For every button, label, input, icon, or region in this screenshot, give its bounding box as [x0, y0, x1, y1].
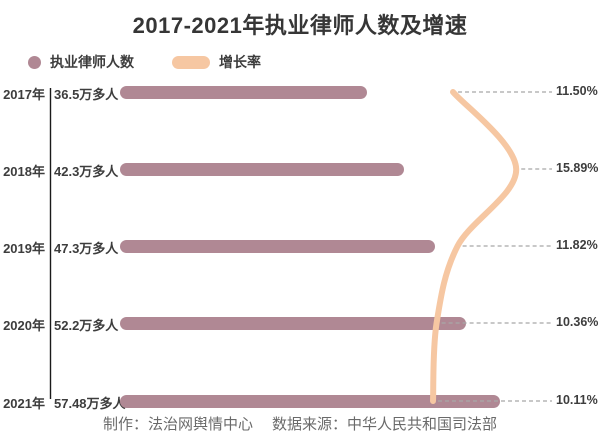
legend: 执业律师人数 增长率: [28, 52, 261, 72]
lawyer-count-bar[interactable]: [120, 394, 500, 408]
lawyer-count-bar[interactable]: [120, 316, 467, 330]
legend-label-lawyer-count: 执业律师人数: [50, 54, 134, 70]
growth-rate-label: 10.11%: [556, 393, 598, 407]
category-label-2021年: 2021年: [3, 396, 45, 411]
category-label-2019年: 2019年: [3, 241, 45, 256]
bar-value-label: 36.5万多人: [54, 87, 119, 102]
footer-maker-credit: 制作：法治网舆情中心: [102, 416, 253, 433]
growth-rate-label: 15.89%: [556, 161, 599, 175]
category-label-2020年: 2020年: [3, 318, 45, 333]
lawyer-count-bar[interactable]: [120, 239, 436, 253]
category-label-2017年: 2017年: [3, 87, 45, 102]
growth-rate-curve[interactable]: [430, 89, 520, 404]
growth-rate-label: 11.50%: [556, 84, 598, 98]
lawyer-count-bar[interactable]: [120, 85, 367, 99]
bar-value-label: 57.48万多人: [54, 396, 126, 411]
category-label-2018年: 2018年: [3, 164, 45, 179]
chart-title: 2017-2021年执业律师人数及增速: [132, 13, 468, 38]
footer-data-source: 数据来源：中华人民共和国司法部: [272, 416, 498, 433]
growth-rate-label: 11.82%: [556, 238, 598, 252]
chart-footer: 制作：法治网舆情中心 数据来源：中华人民共和国司法部: [0, 413, 600, 434]
growth-rate-label: 10.36%: [556, 315, 599, 329]
line-series-marker-icon: [172, 55, 210, 69]
legend-label-growth-rate: 增长率: [219, 54, 261, 70]
lawyer-count-bar[interactable]: [120, 162, 404, 176]
legend-item-lawyer-count[interactable]: 执业律师人数: [28, 52, 134, 72]
bar-value-label: 52.2万多人: [54, 318, 119, 333]
bar-value-label: 42.3万多人: [54, 164, 119, 179]
bar-value-label: 47.3万多人: [54, 241, 119, 256]
bar-series-marker-icon: [28, 55, 41, 69]
legend-item-growth-rate[interactable]: 增长率: [172, 52, 261, 72]
